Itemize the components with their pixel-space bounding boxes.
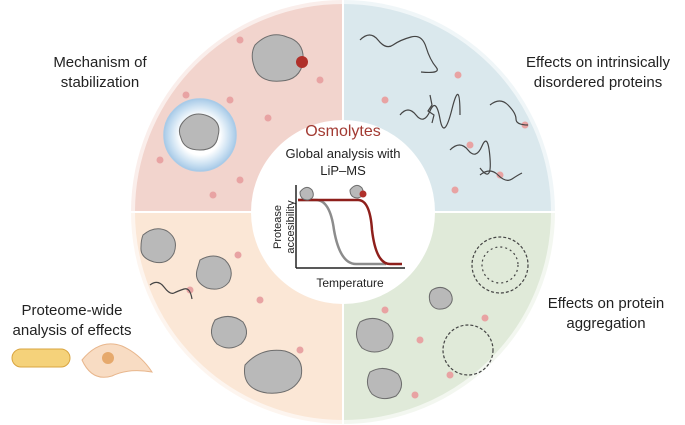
y-axis-label: Protease (272, 205, 284, 249)
center-title: Osmolytes (305, 123, 381, 140)
label-top-left: Mechanism of (53, 54, 147, 71)
center-subtitle: LiP–MS (320, 163, 366, 178)
label-bottom-left: Proteome-wide (22, 302, 123, 319)
center-subtitle: Global analysis with (286, 146, 401, 161)
label-bottom-right: aggregation (566, 315, 645, 332)
disordered-proteins (149, 34, 529, 376)
cells (11, 343, 154, 378)
center-circle (251, 120, 435, 304)
label-bottom-left: analysis of effects (13, 322, 132, 339)
x-axis-label: Temperature (316, 276, 384, 290)
dots (156, 36, 529, 399)
label-bottom-right: Effects on protein (548, 295, 664, 312)
label-top-left: stabilization (61, 74, 139, 91)
inset-graph: Protease accesibility Temperature (272, 184, 405, 290)
proteins (140, 34, 453, 400)
y-axis-label: accesibility (285, 200, 297, 254)
halo-protein (163, 98, 237, 172)
label-top-right: disordered proteins (534, 74, 662, 91)
label-top-right: Effects on intrinsically (526, 54, 670, 71)
